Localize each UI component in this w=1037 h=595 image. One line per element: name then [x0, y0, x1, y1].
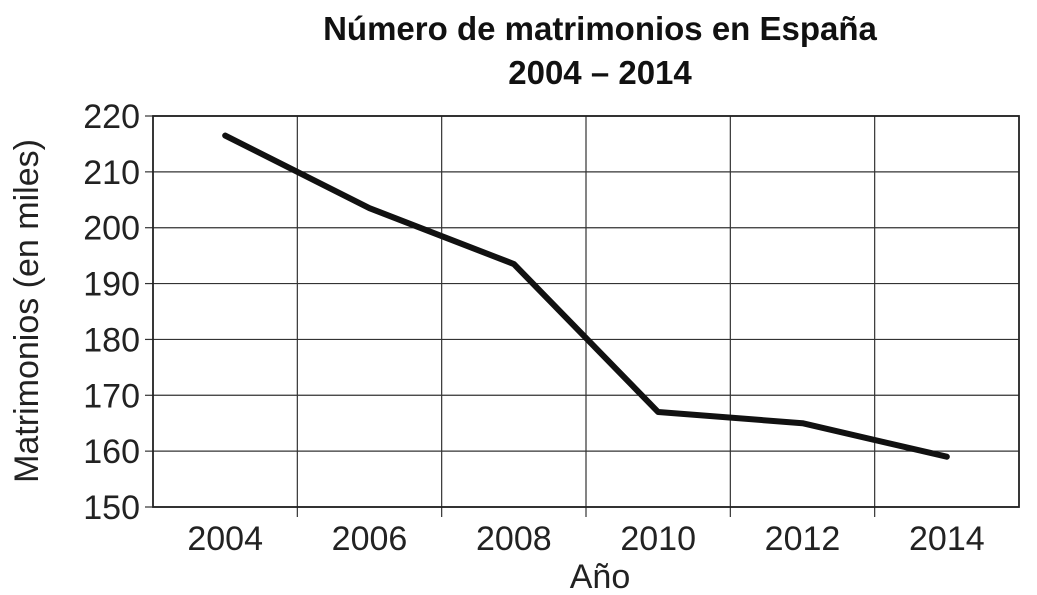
- y-tick-label: 170: [83, 377, 140, 415]
- x-tick-label: 2008: [476, 520, 552, 558]
- x-tick-label: 2010: [620, 520, 696, 558]
- y-tick-label: 220: [83, 98, 140, 136]
- x-tick-label: 2012: [765, 520, 841, 558]
- y-tick-label: 190: [83, 266, 140, 304]
- grid: [145, 115, 1019, 517]
- chart-subtitle: 2004 – 2014: [508, 54, 692, 91]
- y-tick-label: 180: [83, 321, 140, 359]
- y-axis-ticks: 150 160 170 180 190 200 210 220: [83, 98, 140, 527]
- series-line: [222, 132, 950, 460]
- x-axis-label: Año: [570, 558, 631, 595]
- x-tick-label: 2014: [909, 520, 985, 558]
- y-tick-label: 150: [83, 489, 140, 527]
- y-tick-label: 200: [83, 210, 140, 248]
- chart-title: Número de matrimonios en España: [323, 10, 877, 47]
- x-tick-label: 2006: [332, 520, 408, 558]
- y-tick-label: 210: [83, 154, 140, 192]
- plot-frame: [152, 115, 1020, 508]
- y-axis-label: Matrimonios (en miles): [8, 139, 46, 483]
- series: [222, 132, 950, 460]
- x-axis-ticks: 2004 2006 2008 2010 2012 2014: [187, 520, 984, 558]
- x-tick-label: 2004: [187, 520, 263, 558]
- y-tick-label: 160: [83, 433, 140, 471]
